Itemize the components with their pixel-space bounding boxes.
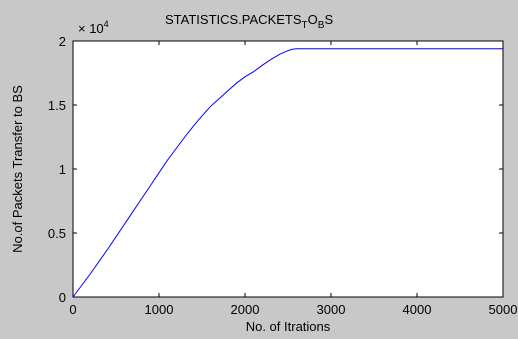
title-sub-1: T [302, 20, 308, 31]
title-mid: O [308, 12, 318, 27]
series-line [72, 48, 503, 298]
y-tick-label: 2 [59, 34, 66, 49]
tick-marks [72, 40, 504, 298]
x-tick-label: 4000 [403, 302, 432, 317]
title-sub-2: B [318, 20, 325, 31]
y-tick-labels: 0 0.5 1 1.5 2 [48, 34, 66, 305]
x-tick-labels: 0 1000 2000 3000 4000 5000 [69, 302, 517, 317]
y-tick-label: 0 [59, 290, 66, 305]
y-exponent-power: 4 [104, 19, 109, 29]
y-tick-label: 1 [59, 162, 66, 177]
x-tick-label: 3000 [317, 302, 346, 317]
title-end: S [324, 12, 333, 27]
y-tick-label: 1.5 [48, 98, 66, 113]
x-tick-label: 1000 [145, 302, 174, 317]
x-tick-label: 5000 [489, 302, 518, 317]
chart-title: STATISTICS.PACKETSTOBS [165, 12, 333, 31]
x-tick-label: 0 [69, 302, 76, 317]
title-main: STATISTICS.PACKETS [165, 12, 302, 27]
y-axis-label: No.of Packets Transfer to BS [10, 85, 25, 253]
x-tick-label: 2000 [231, 302, 260, 317]
y-exponent-label: × 104 [78, 19, 109, 36]
x-axis-label: No. of Itrations [246, 319, 331, 334]
y-tick-label: 0.5 [48, 226, 66, 241]
plot-area [72, 40, 504, 298]
y-exponent-prefix: × 10 [78, 21, 104, 36]
